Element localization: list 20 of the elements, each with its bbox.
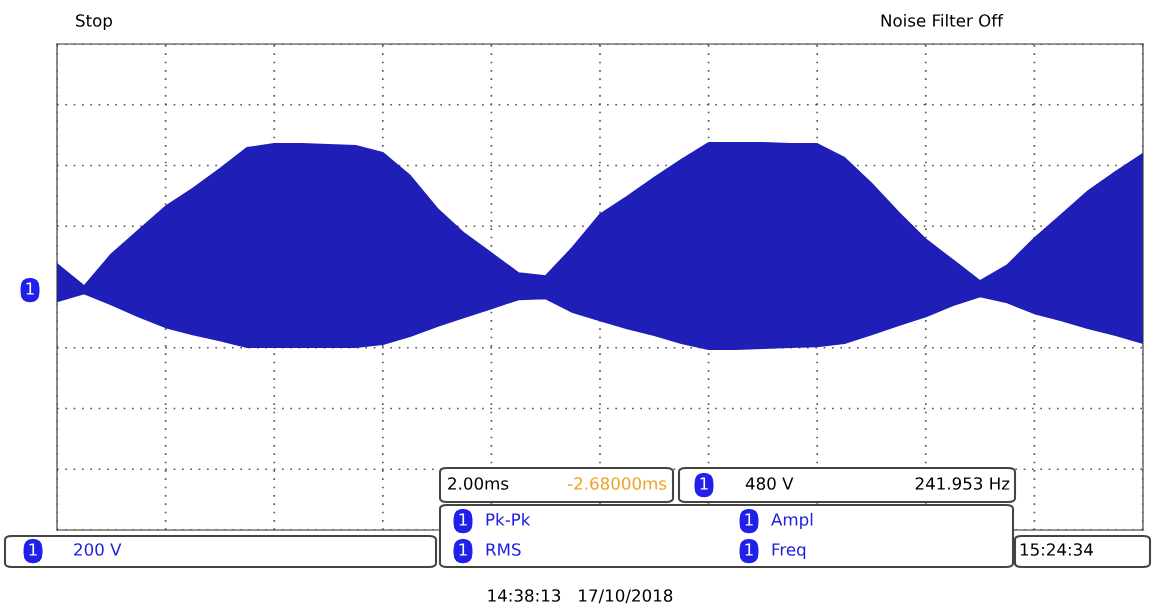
text: 1	[26, 282, 34, 295]
text: 15:24:34	[1020, 543, 1093, 556]
text: 200 V	[74, 543, 122, 556]
text: 1	[700, 477, 708, 490]
text: Stop	[76, 14, 112, 31]
text: 480 V	[745, 477, 794, 490]
text: 1	[745, 543, 753, 556]
text: -2.68000ms	[567, 477, 667, 490]
text: Freq	[772, 543, 806, 560]
text: 1	[459, 513, 467, 526]
text: 1	[459, 543, 467, 556]
text: 2.00ms	[448, 477, 509, 490]
text: 241.953 Hz	[915, 477, 1010, 490]
text: Pk-Pk	[486, 512, 531, 526]
text: 14:38:13 17/10/2018	[488, 589, 673, 604]
text: Noise Filter Off	[881, 13, 1004, 27]
text: 1	[745, 513, 753, 526]
text: RMS	[486, 543, 521, 556]
text: 1	[29, 543, 37, 556]
text: Ampl	[771, 512, 813, 530]
